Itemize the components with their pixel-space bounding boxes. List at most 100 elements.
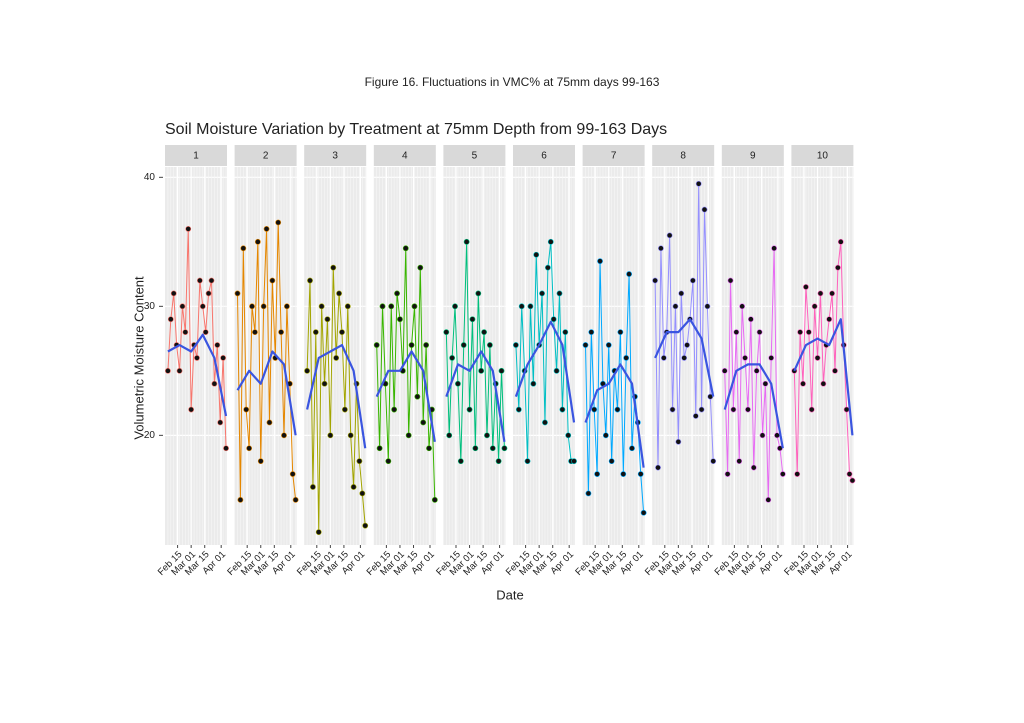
strip: [721, 145, 784, 166]
data-point: [620, 471, 627, 477]
data-point: [669, 406, 676, 413]
data-point: [484, 432, 490, 439]
data-point: [211, 380, 218, 387]
strip-label: 5: [472, 151, 478, 162]
data-point: [544, 264, 551, 271]
data-point: [765, 496, 772, 503]
data-point: [597, 258, 603, 265]
data-point: [658, 245, 664, 252]
data-point: [237, 496, 244, 503]
data-point: [730, 406, 737, 413]
strip-label: 9: [750, 151, 756, 162]
data-point: [797, 329, 804, 336]
strip-label: 2: [263, 151, 269, 162]
data-point: [388, 303, 395, 310]
data-point: [835, 264, 841, 271]
data-point: [330, 264, 337, 271]
data-point: [446, 432, 453, 439]
smooth-line: [514, 320, 576, 423]
data-point: [846, 471, 853, 477]
data-point: [246, 445, 253, 452]
data-point: [165, 367, 171, 374]
x-axis-title: Date: [496, 587, 523, 602]
data-point: [542, 419, 548, 426]
strip: [791, 145, 854, 166]
data-point: [179, 303, 186, 310]
data-point: [344, 303, 351, 310]
data-point: [188, 406, 195, 413]
data-point: [182, 329, 189, 336]
data-point: [692, 413, 699, 419]
smooth-line: [236, 350, 297, 436]
data-point: [278, 329, 284, 336]
data-point: [405, 432, 412, 439]
data-point: [617, 329, 624, 336]
data-point: [194, 355, 200, 361]
data-point: [408, 342, 415, 348]
data-point: [469, 316, 476, 323]
data-point: [475, 290, 482, 297]
strip: [582, 145, 645, 166]
y-tick-label: 30: [144, 301, 156, 312]
data-point: [805, 329, 812, 336]
data-point: [275, 219, 282, 226]
data-point: [800, 380, 806, 387]
chart-title: Soil Moisture Variation by Treatment at …: [165, 121, 667, 138]
data-point: [594, 471, 601, 477]
data-point: [527, 303, 534, 310]
data-point: [362, 522, 369, 529]
data-point: [214, 342, 221, 348]
data-point: [562, 329, 569, 336]
data-point: [281, 432, 287, 439]
data-point: [347, 432, 354, 439]
data-point: [443, 329, 450, 336]
smooth-line: [584, 363, 645, 468]
data-point: [339, 329, 345, 336]
data-point: [452, 303, 458, 310]
data-point: [817, 290, 824, 297]
data-point: [588, 329, 595, 336]
strip: [234, 145, 297, 166]
smooth-line: [445, 350, 506, 442]
data-point: [397, 316, 403, 323]
data-point: [350, 484, 357, 490]
smooth-line: [723, 363, 784, 449]
data-point: [513, 342, 519, 348]
data-point: [745, 406, 751, 413]
data-point: [820, 380, 827, 387]
data-point: [243, 406, 250, 413]
y-tick-label: 40: [144, 172, 156, 183]
data-point: [826, 316, 833, 323]
strip-label: 1: [193, 151, 199, 162]
data-point: [515, 406, 522, 413]
data-point: [431, 496, 438, 503]
data-point: [768, 355, 775, 361]
strip-label: 8: [680, 151, 686, 162]
data-point: [167, 316, 174, 323]
data-point: [774, 432, 780, 439]
data-point: [829, 290, 835, 297]
data-point: [689, 277, 696, 284]
data-point: [501, 445, 508, 452]
data-point: [478, 367, 485, 374]
smooth-line: [167, 333, 228, 417]
data-point: [779, 471, 786, 477]
data-point: [666, 232, 673, 239]
data-point: [321, 380, 328, 387]
data-point: [394, 290, 400, 297]
data-point: [489, 445, 496, 452]
data-point: [524, 458, 531, 465]
data-point: [304, 367, 311, 374]
data-point: [318, 303, 325, 310]
data-point: [196, 277, 203, 284]
data-point: [498, 367, 505, 374]
smooth-line: [306, 343, 367, 449]
data-point: [426, 445, 432, 452]
data-point: [681, 355, 688, 361]
data-point: [324, 316, 331, 323]
y-axis-title: Volumetric Moisture Content: [131, 276, 146, 440]
data-point: [449, 355, 456, 361]
data-point: [762, 380, 769, 387]
data-point: [423, 342, 430, 348]
